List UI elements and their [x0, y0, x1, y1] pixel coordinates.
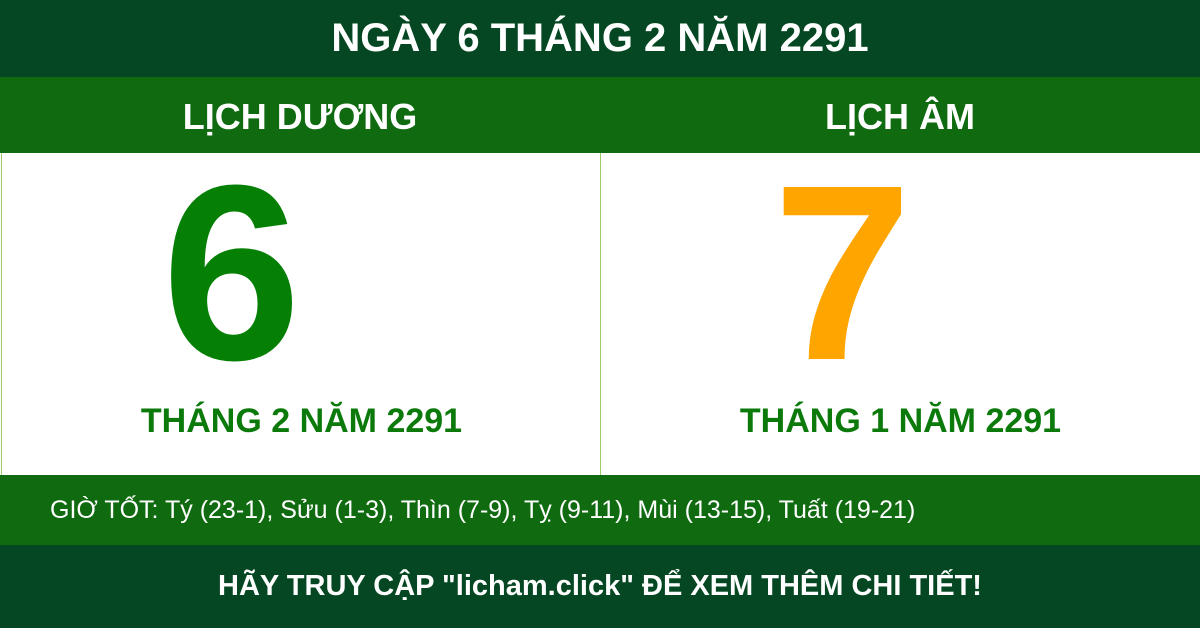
footer-cta: HÃY TRUY CẬP "licham.click" ĐỂ XEM THÊM …: [0, 545, 1200, 628]
good-hours: GIỜ TỐT: Tý (23-1), Sửu (1-3), Thìn (7-9…: [0, 475, 1200, 545]
solar-day: 6: [161, 153, 302, 412]
solar-panel: 6 THÁNG 2 NĂM 2291: [1, 153, 601, 475]
solar-month-year: THÁNG 2 NĂM 2291: [140, 402, 463, 440]
lunar-panel: 7 THÁNG 1 NĂM 2291: [600, 153, 1200, 475]
lunar-day: 7: [772, 153, 913, 412]
page-title: NGÀY 6 THÁNG 2 NĂM 2291: [0, 0, 1200, 77]
lunar-label: LỊCH ÂM: [600, 77, 1200, 153]
solar-label: LỊCH DƯƠNG: [0, 77, 600, 153]
lunar-month-year: THÁNG 1 NĂM 2291: [739, 402, 1062, 440]
